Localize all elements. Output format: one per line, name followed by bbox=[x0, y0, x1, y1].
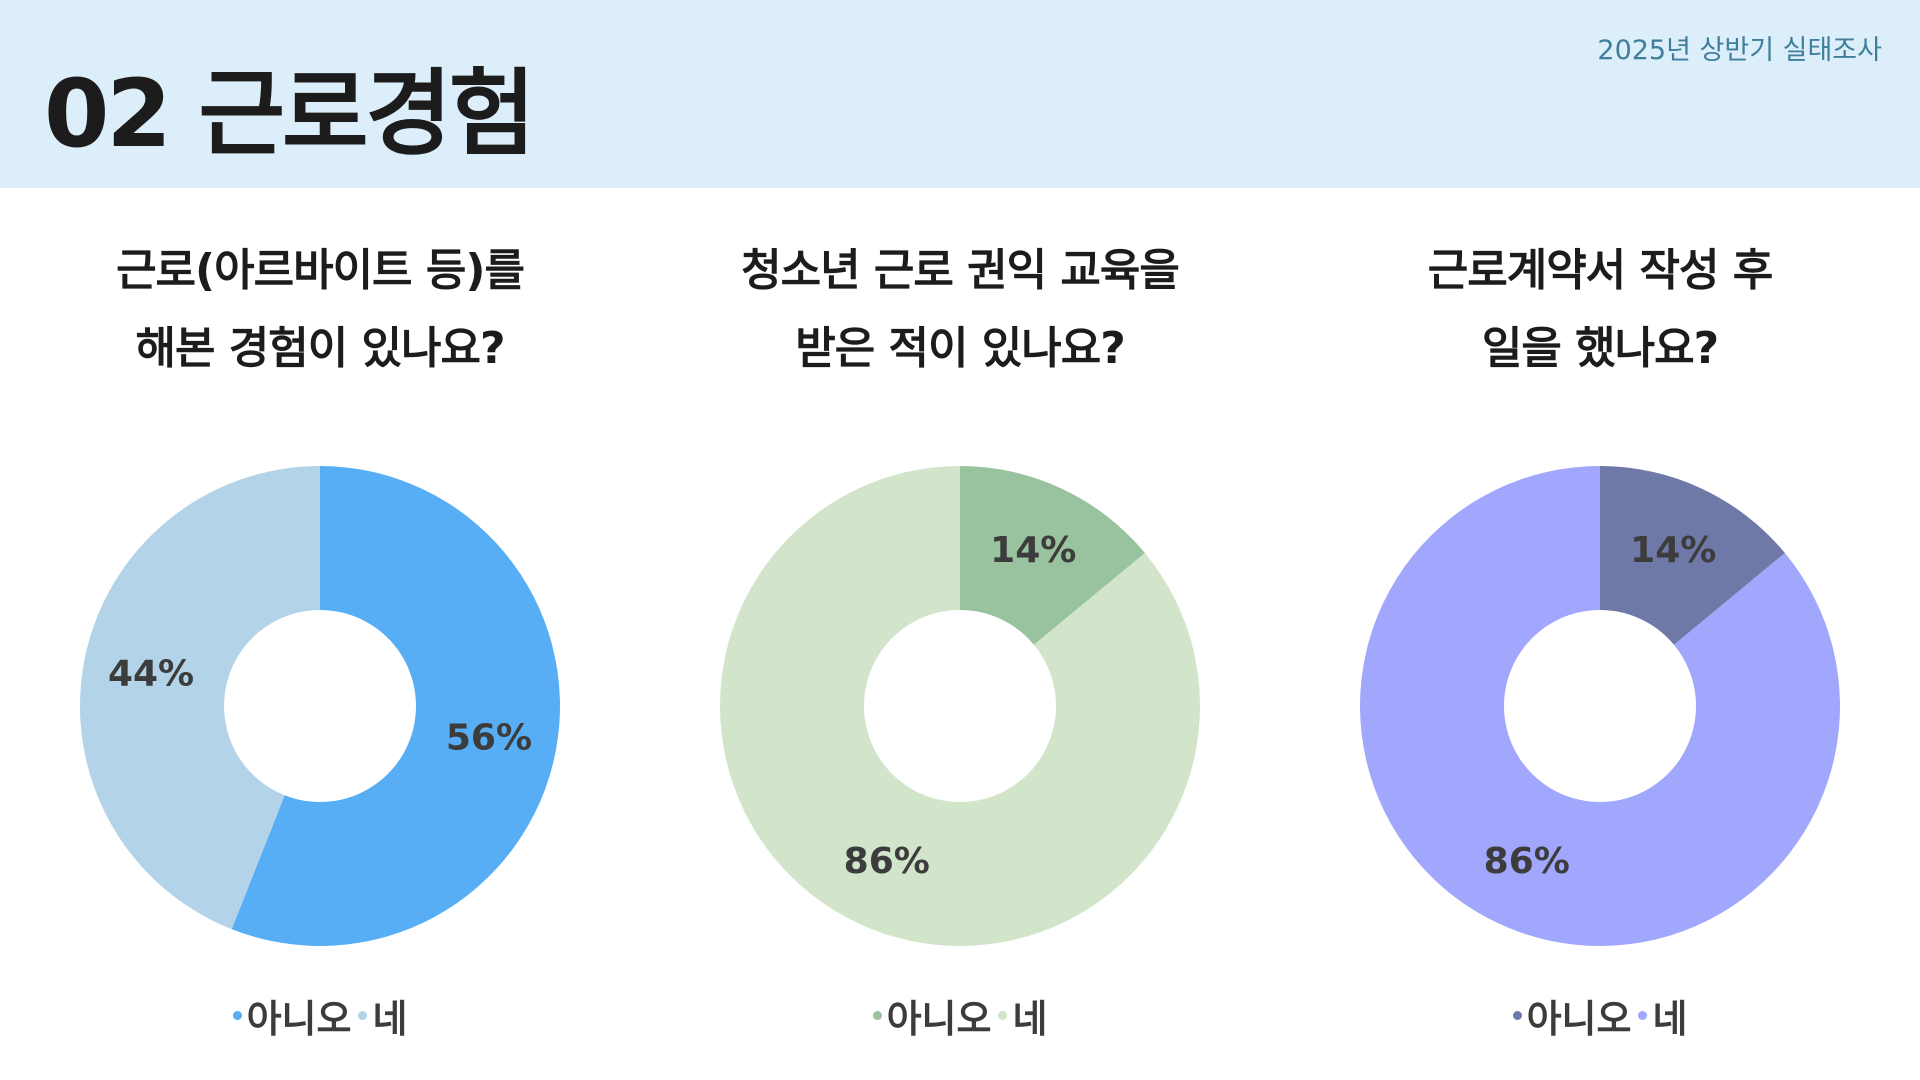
legend-dot-icon bbox=[358, 1011, 368, 1020]
donut-slice-label: 14% bbox=[990, 530, 1076, 571]
legend-dot-icon bbox=[1638, 1011, 1648, 1020]
legend-item-yes: 네 bbox=[358, 988, 407, 1043]
legend-dot-icon bbox=[1512, 1011, 1522, 1020]
donut-chart-labor-contract: 14% 86% bbox=[1360, 466, 1840, 946]
legend-label: 네 bbox=[1012, 997, 1048, 1041]
chart-question: 근로계약서 작성 후 일을 했나요? bbox=[1280, 232, 1920, 388]
legend-dot-icon bbox=[998, 1011, 1008, 1020]
donut-chart-rights-education: 14% 86% bbox=[720, 466, 1200, 946]
donut-slice-no bbox=[231, 466, 561, 946]
donut-slice-label: 56% bbox=[446, 718, 532, 759]
chart-panel-rights-education: 청소년 근로 권익 교육을 받은 적이 있나요? 14% 86% 아니오 네 bbox=[640, 188, 1280, 1080]
chart-question-line-1: 청소년 근로 권익 교육을 bbox=[741, 245, 1180, 296]
donut-chart-work-experience: 56% 44% bbox=[79, 466, 561, 946]
legend-item-no: 아니오 bbox=[1512, 988, 1632, 1043]
chart-question-line-1: 근로(아르바이트 등)를 bbox=[116, 245, 525, 296]
chart-panel-work-experience: 근로(아르바이트 등)를 해본 경험이 있나요? 56% 44% 아니오 네 bbox=[0, 188, 640, 1080]
donut-slice-label: 86% bbox=[844, 841, 930, 882]
legend-label: 아니오 bbox=[1526, 997, 1632, 1041]
chart-question: 청소년 근로 권익 교육을 받은 적이 있나요? bbox=[640, 232, 1280, 388]
chart-legend: 아니오 네 bbox=[640, 988, 1280, 1043]
legend-item-no: 아니오 bbox=[872, 988, 992, 1043]
legend-label: 아니오 bbox=[886, 997, 992, 1041]
chart-question-line-1: 근로계약서 작성 후 bbox=[1427, 245, 1773, 296]
chart-legend: 아니오 네 bbox=[1280, 988, 1920, 1043]
donut-slice-no bbox=[1600, 466, 1785, 645]
legend-dot-icon bbox=[232, 1011, 242, 1020]
chart-panel-labor-contract: 근로계약서 작성 후 일을 했나요? 14% 86% 아니오 네 bbox=[1280, 188, 1920, 1080]
chart-question-line-2: 일을 했나요? bbox=[1481, 323, 1719, 374]
legend-label: 네 bbox=[372, 997, 408, 1041]
chart-question-line-2: 받은 적이 있나요? bbox=[795, 323, 1126, 374]
donut-slice-label: 44% bbox=[108, 653, 194, 694]
chart-question: 근로(아르바이트 등)를 해본 경험이 있나요? bbox=[0, 232, 640, 388]
chart-question-line-2: 해본 경험이 있나요? bbox=[135, 323, 506, 374]
legend-item-yes: 네 bbox=[998, 988, 1047, 1043]
donut-slice-yes bbox=[720, 466, 1200, 946]
survey-subtitle: 2025년 상반기 실태조사 bbox=[1597, 35, 1882, 66]
header-band: 02 근로경험 2025년 상반기 실태조사 bbox=[0, 0, 1920, 188]
donut-slice-yes bbox=[79, 466, 320, 930]
legend-label: 아니오 bbox=[246, 997, 352, 1041]
legend-item-yes: 네 bbox=[1638, 988, 1687, 1043]
legend-label: 네 bbox=[1652, 997, 1688, 1041]
donut-slice-label: 86% bbox=[1484, 841, 1570, 882]
chart-legend: 아니오 네 bbox=[0, 988, 640, 1043]
donut-slice-yes bbox=[1360, 466, 1840, 946]
legend-dot-icon bbox=[872, 1011, 882, 1020]
legend-item-no: 아니오 bbox=[232, 988, 352, 1043]
donut-slice-no bbox=[960, 466, 1145, 645]
page-title: 02 근로경험 bbox=[44, 60, 535, 169]
donut-slice-label: 14% bbox=[1630, 530, 1716, 571]
